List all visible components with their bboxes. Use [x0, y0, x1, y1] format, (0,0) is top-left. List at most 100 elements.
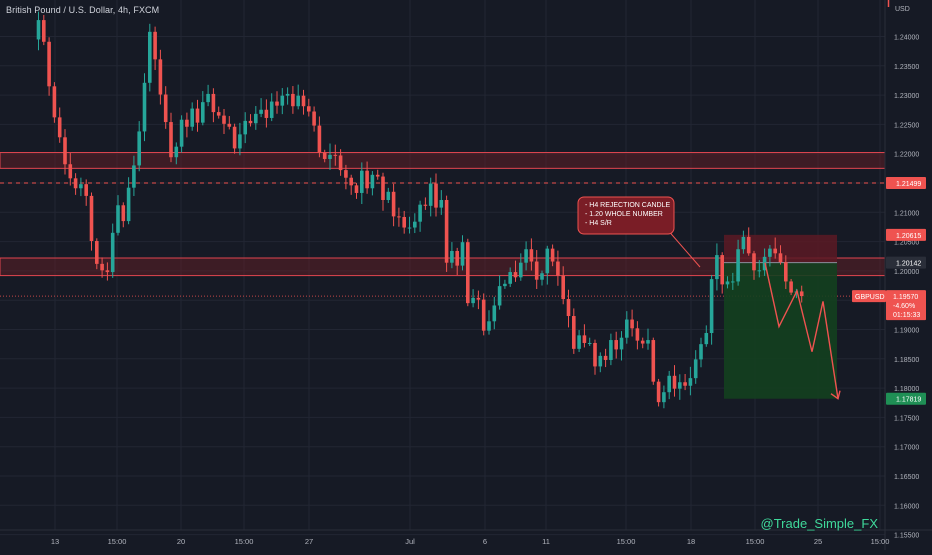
candle-body [105, 270, 110, 273]
price-tick-label: 1.19000 [894, 328, 919, 335]
candle-body [709, 279, 714, 334]
candle-body [365, 170, 369, 189]
price-label-box [886, 228, 926, 241]
candle-body [57, 117, 62, 138]
candle-body [79, 184, 83, 189]
candle-body [36, 20, 41, 40]
price-tick-label: 1.18500 [894, 357, 919, 364]
candle-body [142, 82, 147, 132]
candle-body [799, 291, 804, 297]
candle-body [116, 205, 120, 233]
price-tick-label: 1.23500 [894, 64, 919, 71]
candle-body [534, 261, 539, 280]
candle-body [439, 199, 444, 208]
candle-body [328, 154, 332, 159]
candle-body [132, 165, 136, 188]
price-tick-label: 1.24000 [894, 35, 919, 42]
candle-body [232, 126, 237, 149]
symbol-tag: GBPUSD [855, 294, 885, 301]
price-tick-label: 1.22500 [894, 122, 919, 129]
candle-body [195, 108, 200, 123]
candle-body [375, 174, 380, 177]
candle-body [307, 106, 311, 112]
callout-box [577, 196, 675, 235]
symbol-tag-box [852, 290, 886, 303]
candle-body [704, 333, 709, 345]
time-tick-label: 18 [687, 537, 695, 546]
time-axis[interactable]: 13 15:00 20 15:00 27 Jul 6 11 15:00 18 15:00 25 15:0… [0, 529, 932, 546]
candle-body [630, 319, 634, 329]
candle-body [752, 253, 756, 271]
candle-body [211, 93, 216, 113]
price-tick-label: 1.18000 [894, 386, 919, 393]
candle-body [778, 253, 783, 263]
candle-body [84, 184, 88, 196]
candle-body [110, 232, 115, 273]
candle-body [148, 31, 152, 83]
time-tick-label: 6 [483, 537, 487, 546]
candle-body [598, 355, 603, 367]
candle-body [434, 183, 438, 208]
candle-body [656, 381, 661, 403]
candle-body [322, 152, 327, 159]
price-tick-label: 1.22000 [894, 152, 919, 159]
candle-body [360, 170, 364, 193]
candle-body [169, 122, 173, 158]
candle-body [667, 375, 671, 393]
candle-body [222, 115, 226, 124]
price-tick-label: 1.17000 [894, 445, 919, 452]
candle-body [614, 340, 618, 350]
price-label: 1.21499 [896, 181, 921, 188]
candle-body [243, 120, 247, 135]
time-tick-label: 15:00 [746, 537, 765, 546]
candles [36, 11, 804, 409]
price-label: 1.20142 [896, 261, 921, 268]
candle-body [190, 108, 194, 127]
candle-body [201, 102, 205, 123]
price-label-box [886, 256, 926, 269]
candle-body [89, 195, 94, 242]
candle-body [269, 101, 274, 118]
candle-body [63, 137, 67, 165]
candle-body [47, 41, 51, 87]
candle-body [344, 170, 348, 178]
candle-body [163, 94, 168, 123]
candle-body [572, 316, 576, 349]
candle-body [587, 342, 592, 344]
candle-body [789, 281, 793, 293]
candle-body [662, 392, 666, 403]
candle-body [280, 95, 285, 106]
time-tick-label: 11 [542, 537, 550, 546]
candle-body [513, 272, 518, 278]
candle-body [174, 146, 179, 158]
candle-body [582, 335, 587, 343]
candle-body [418, 204, 422, 222]
time-tick-label: 15:00 [871, 537, 890, 546]
price-tick-label: 1.16500 [894, 474, 919, 481]
target-label-box [886, 392, 926, 405]
projection-line [764, 262, 839, 399]
callout-pointer [665, 227, 701, 268]
chart-title: British Pound / U.S. Dollar, 4h, FXCM [6, 5, 160, 15]
candle-body [519, 262, 523, 278]
arrow-icon [830, 390, 841, 400]
candle-body [444, 199, 449, 263]
candle-body [68, 164, 73, 179]
annotation-callout[interactable]: - H4 REJECTION CANDLE - 1.20 WHOLE NUMBER… [577, 196, 701, 268]
candle-body [349, 177, 353, 186]
candle-body [651, 340, 656, 382]
candle-body [773, 248, 777, 254]
price-tick-label: 1.17500 [894, 415, 919, 422]
price-label: 1.20615 [896, 233, 921, 240]
candle-body [566, 299, 571, 317]
current-price-label: 01:15:33 [893, 312, 920, 319]
candle-body [768, 248, 772, 257]
current-price-box [886, 290, 926, 321]
candle-body [471, 297, 475, 304]
candle-body [100, 263, 104, 271]
candle-body [248, 120, 253, 124]
candle-body [73, 178, 78, 189]
candle-body [354, 185, 359, 193]
